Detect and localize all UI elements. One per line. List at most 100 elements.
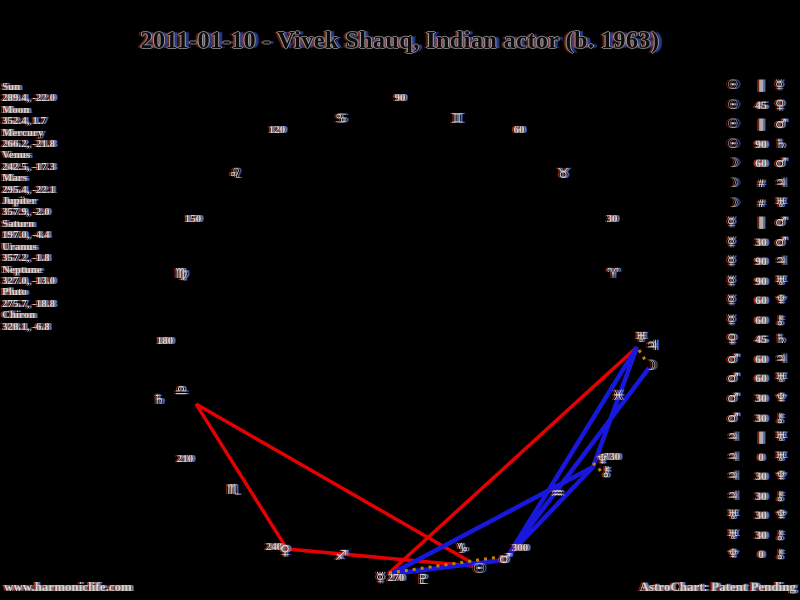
zodiac-libra-icon: ♎ [174, 383, 188, 399]
uranus-glyph-icon: ♅ [775, 449, 787, 465]
planet-pluto-icon: ♇ [416, 572, 430, 588]
ephemeris-body-name-venus: Venus [2, 149, 31, 162]
soft-aspect-line [504, 465, 595, 560]
degree-label-180: 180 [156, 335, 174, 347]
page-title: 2011-01-10 - Vivek Shauq, Indian actor (… [140, 28, 660, 54]
mars-glyph-icon: ♂ [727, 391, 739, 407]
aspect-row-sun-mercury: ☉ ∥ ☿ [727, 76, 795, 96]
aspect-type-label: 90 [755, 136, 767, 151]
zodiac-cancer-icon: ♋ [334, 111, 348, 127]
chiron-glyph-icon: ⚷ [775, 527, 785, 543]
planet-uranus-icon: ♅ [634, 330, 648, 346]
mars-glyph-icon: ♂ [727, 410, 739, 426]
aspect-type-label: 0 [758, 449, 764, 464]
aspect-row-moon-jupiter: ☽ # ♃ [727, 174, 795, 194]
ephemeris-body-value-sun: 289.4, -22.0 [2, 92, 56, 105]
ephemeris-body-value-mercury: 266.2, -21.8 [2, 138, 56, 151]
soft-aspect-line [506, 345, 639, 558]
mercury-glyph-icon: ☿ [727, 215, 735, 231]
aspect-type-label: 60 [755, 312, 767, 327]
aspect-type-label: 30 [755, 488, 767, 503]
aspect-row-moon-mars: ☽ 60 ♂ [727, 154, 795, 174]
jupiter-glyph-icon: ♃ [727, 469, 739, 485]
uranus-glyph-icon: ♅ [775, 371, 787, 387]
mars-glyph-icon: ♂ [775, 117, 787, 133]
soft-aspect-line [590, 346, 640, 468]
hard-aspect-line [194, 403, 289, 550]
neptune-glyph-icon: ♆ [727, 547, 739, 563]
aspect-type-label: 30 [755, 410, 767, 425]
ephemeris-body-value-venus: 242.5, -17.3 [2, 160, 56, 173]
jupiter-glyph-icon: ♃ [775, 351, 787, 367]
planet-saturn-icon: ♄ [152, 392, 166, 408]
uranus-glyph-icon: ♅ [775, 430, 787, 446]
jupiter-glyph-icon: ♃ [727, 430, 739, 446]
aspect-row-jupiter-chiron: ♃ 30 ⚷ [727, 486, 795, 506]
degree-label-240: 240 [265, 541, 283, 553]
jupiter-glyph-icon: ♃ [727, 449, 739, 465]
aspect-type-label: 60 [755, 156, 767, 171]
mars-glyph-icon: ♂ [775, 234, 787, 250]
mercury-glyph-icon: ☿ [727, 254, 735, 270]
aspect-type-label: # [758, 195, 764, 210]
ephemeris-body-value-pluto: 275.7, -18.8 [2, 297, 56, 310]
ephemeris-body-value-jupiter: 357.9, -2.0 [2, 206, 50, 219]
aspect-row-mercury-mars: ☿ 30 ♂ [727, 232, 795, 252]
hard-aspect-line [386, 345, 639, 576]
aspect-row-jupiter-uranus: ♃ 0 ♅ [727, 447, 795, 467]
zodiac-aries-icon: ♈ [606, 266, 620, 282]
ephemeris-body-name-uranus: Uranus [2, 240, 37, 253]
degree-label-300: 300 [511, 542, 529, 554]
mars-glyph-icon: ♂ [775, 156, 787, 172]
aspect-row-jupiter-uranus: ♃ ∥ ♅ [727, 428, 795, 448]
aspect-type-label: 30 [755, 469, 767, 484]
zodiac-gemini-icon: ♊ [450, 111, 464, 127]
planet-moon-icon: ☽ [643, 358, 657, 374]
ephemeris-body-name-mars: Mars [2, 172, 28, 185]
mercury-glyph-icon: ☿ [775, 78, 783, 94]
mercury-glyph-icon: ☿ [727, 293, 735, 309]
saturn-glyph-icon: ♄ [775, 136, 787, 152]
ephemeris-body-value-chiron: 328.1, -6.8 [2, 320, 50, 333]
aspect-type-label: 60 [755, 293, 767, 308]
mercury-glyph-icon: ☿ [727, 234, 735, 250]
degree-label-120: 120 [268, 124, 286, 136]
declination-aspect-line [637, 349, 649, 364]
aspect-row-neptune-chiron: ♆ 0 ⚷ [727, 545, 795, 565]
aspect-type-label: 90 [755, 273, 767, 288]
planet-mars-icon: ♂ [498, 551, 512, 567]
ephemeris-body-name-neptune: Neptune [2, 263, 42, 276]
ephemeris-body-name-sun: Sun [2, 81, 21, 93]
ephemeris-panel: Sun 289.4, -22.0 Moon 352.4, 1.7 Mercury 266.… [2, 81, 56, 333]
declination-aspect-line [591, 461, 603, 473]
jupiter-glyph-icon: ♃ [727, 488, 739, 504]
saturn-glyph-icon: ♄ [775, 332, 787, 348]
degree-label-150: 150 [184, 213, 202, 225]
ephemeris-body-value-saturn: 197.0, -4.4 [2, 229, 50, 242]
aspect-type-label: 60 [755, 371, 767, 386]
uranus-glyph-icon: ♅ [727, 508, 739, 524]
aspect-row-mercury-jupiter: ☿ 90 ♃ [727, 252, 795, 272]
aspect-type-label: ∥ [758, 430, 764, 445]
neptune-glyph-icon: ♆ [775, 508, 787, 524]
planet-neptune-icon: ♆ [595, 452, 609, 468]
aspect-type-label: 45 [755, 97, 767, 112]
neptune-glyph-icon: ♆ [775, 469, 787, 485]
mars-glyph-icon: ♂ [727, 351, 739, 367]
venus-glyph-icon: ♀ [727, 332, 737, 348]
neptune-glyph-icon: ♆ [775, 293, 787, 309]
zodiac-virgo-icon: ♍ [174, 266, 188, 282]
aspect-type-label: 0 [758, 547, 764, 562]
aspect-row-uranus-chiron: ♅ 30 ⚷ [727, 526, 795, 546]
planet-sun-icon: ☉ [472, 561, 486, 577]
aspect-row-mercury-uranus: ☿ 90 ♅ [727, 271, 795, 291]
chiron-glyph-icon: ⚷ [775, 488, 785, 504]
aspect-row-mercury-mars: ☿ ∥ ♂ [727, 213, 795, 233]
ephemeris-body-name-jupiter: Jupiter [2, 195, 37, 208]
venus-glyph-icon: ♀ [775, 97, 785, 113]
aspect-row-mars-jupiter: ♂ 60 ♃ [727, 350, 795, 370]
aspect-type-label: ∥ [758, 78, 764, 93]
aspect-row-sun-mars: ☉ ∥ ♂ [727, 115, 795, 135]
aspect-type-label: 90 [755, 254, 767, 269]
